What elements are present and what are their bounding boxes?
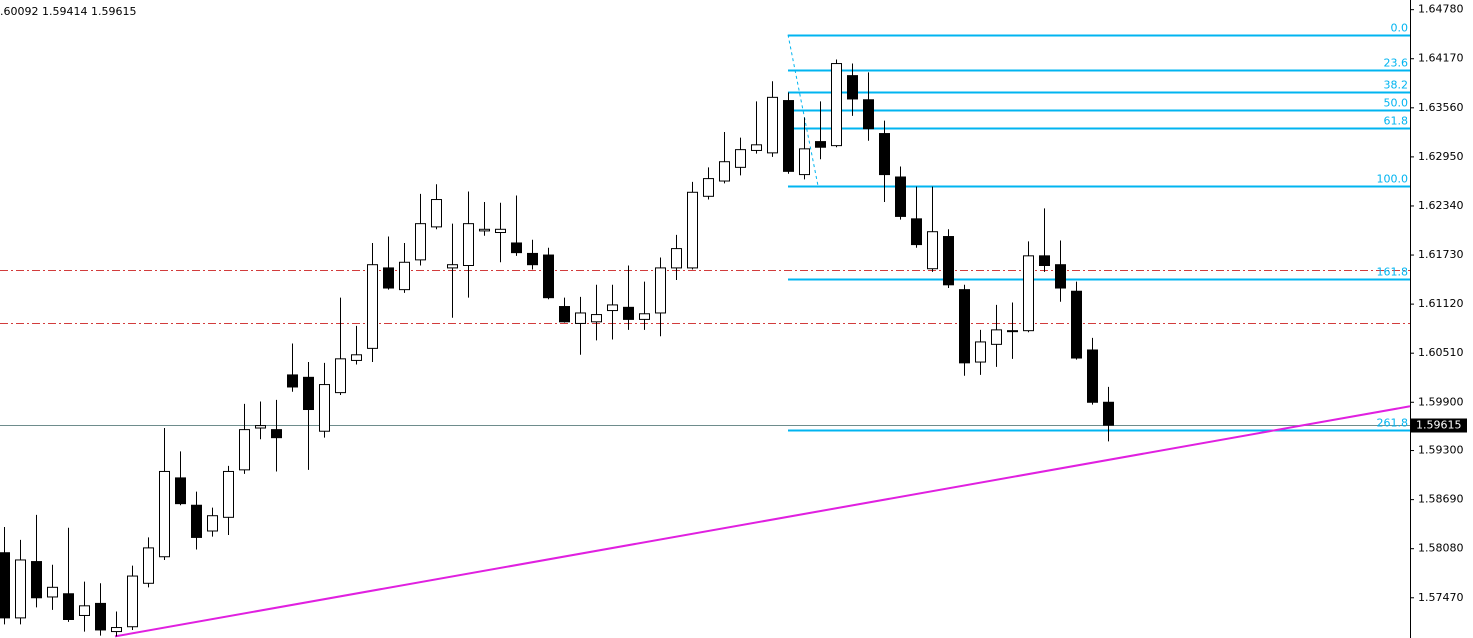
candle-body (655, 267, 666, 314)
candle-body (703, 178, 714, 197)
candle-body (863, 99, 874, 130)
candle-body (111, 627, 122, 633)
y-tick-label: 1.58690 (1418, 493, 1464, 506)
candle-body (575, 312, 586, 324)
candle-body (127, 575, 138, 628)
candle-body (95, 602, 106, 631)
candle-body (943, 236, 954, 286)
candle-body (1055, 264, 1066, 289)
candle-body (159, 470, 170, 558)
candle-body (15, 559, 26, 619)
candle-body (319, 384, 330, 432)
candle-body (271, 429, 282, 439)
fibonacci-label: 23.6 (1384, 57, 1409, 70)
candle-body (607, 304, 618, 312)
y-tick-label: 1.61120 (1418, 297, 1464, 310)
last-price-box (1411, 418, 1467, 433)
fibonacci-label: 61.8 (1384, 115, 1409, 128)
candle-body (719, 161, 730, 182)
candle-body (671, 248, 682, 269)
candle-body (399, 261, 410, 291)
candle-body (175, 477, 186, 505)
candle-body (543, 254, 554, 299)
y-tick-label: 1.63560 (1418, 101, 1464, 114)
y-tick-label: 1.64170 (1418, 52, 1464, 65)
fibonacci-label: 261.8 (1377, 417, 1409, 430)
candle-body (783, 100, 794, 172)
candle-body (495, 228, 506, 234)
candle-body (415, 223, 426, 261)
candle-body (479, 228, 490, 232)
candle-body (735, 149, 746, 168)
candle-body (79, 605, 90, 616)
candle-body (639, 313, 650, 320)
candle-body (895, 176, 906, 217)
candle-body (687, 191, 698, 269)
candle-body (431, 199, 442, 228)
y-tick-label: 1.62340 (1418, 199, 1464, 212)
candle-body (383, 267, 394, 289)
candle-body (959, 289, 970, 364)
candle-body (911, 218, 922, 246)
candle-body (1071, 290, 1082, 359)
candle-body (303, 376, 314, 411)
candle-body (751, 144, 762, 151)
candle-body (207, 515, 218, 532)
candle-body (559, 306, 570, 323)
candle-body (879, 133, 890, 176)
candle-body (991, 329, 1002, 345)
candle-body (527, 252, 538, 266)
candle-body (1007, 330, 1018, 333)
fibonacci-label: 50.0 (1384, 97, 1409, 110)
last-price-label: 1.59615 (1416, 419, 1462, 432)
candle-body (335, 358, 346, 394)
candle-body (0, 552, 10, 619)
fibonacci-label: 38.2 (1384, 79, 1409, 92)
candle-body (927, 231, 938, 270)
y-tick-label: 1.59900 (1418, 395, 1464, 408)
candle-body (287, 374, 298, 388)
candle-body (1039, 255, 1050, 266)
candle-body (847, 75, 858, 100)
candle-body (511, 242, 522, 254)
y-tick-label: 1.57470 (1418, 591, 1464, 604)
candle-body (191, 504, 202, 538)
candle-body (1023, 255, 1034, 332)
y-tick-label: 1.59300 (1418, 444, 1464, 457)
candle-body (591, 314, 602, 323)
fibonacci-anchor (787, 34, 819, 186)
candle-body (351, 354, 362, 361)
fibonacci-label: 0.0 (1391, 22, 1409, 35)
ohlc-header: .60092 1.59414 1.59615 (0, 5, 136, 18)
y-tick-label: 1.60510 (1418, 346, 1464, 359)
candle-body (47, 586, 58, 598)
candle-body (831, 63, 842, 147)
candle-body (799, 148, 810, 176)
candle-body (447, 264, 458, 269)
y-tick-label: 1.64780 (1418, 3, 1464, 16)
candle-body (623, 306, 634, 320)
candle-body (223, 470, 234, 518)
candle-body (239, 429, 250, 471)
y-tick-label: 1.62950 (1418, 150, 1464, 163)
candle-body (31, 561, 42, 599)
candle-body (63, 593, 74, 620)
candle-body (815, 141, 826, 148)
candle-body (767, 96, 778, 154)
trendline (114, 405, 1411, 638)
candle-body (367, 264, 378, 349)
fibonacci-label: 100.0 (1377, 173, 1409, 186)
candle-body (1103, 401, 1114, 426)
candle-body (1087, 349, 1098, 403)
candle-body (143, 547, 154, 584)
y-tick-label: 1.58080 (1418, 542, 1464, 555)
fibonacci-label: 161.8 (1377, 266, 1409, 279)
candle-body (463, 223, 474, 266)
candle-body (255, 425, 266, 429)
candle-body (975, 341, 986, 363)
y-tick-label: 1.61730 (1418, 248, 1464, 261)
